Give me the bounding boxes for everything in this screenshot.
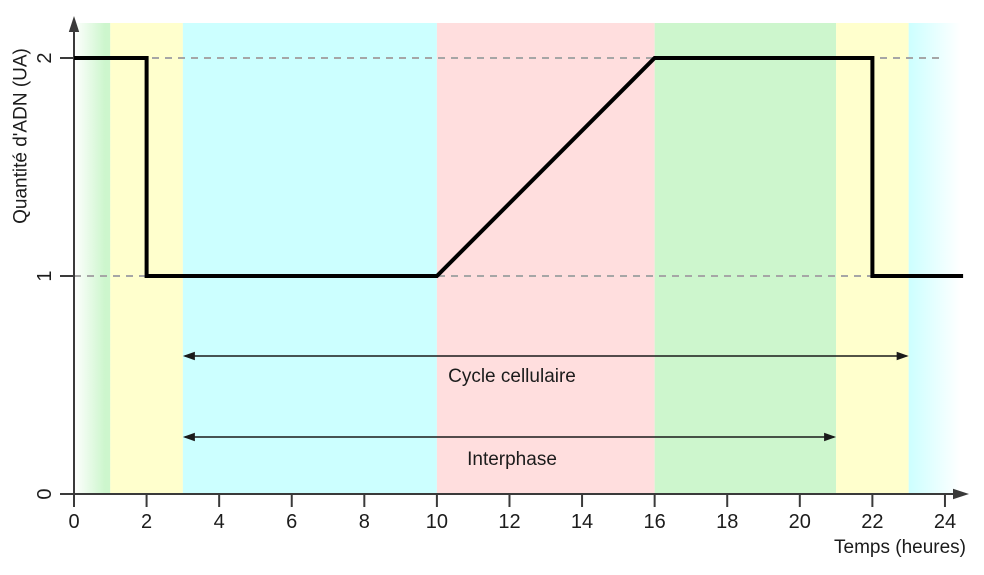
y-tick-label: 0 xyxy=(34,488,56,499)
x-tick-label: 0 xyxy=(68,511,79,533)
phase-band xyxy=(908,23,964,494)
x-tick-label: 8 xyxy=(359,511,370,533)
phase-band xyxy=(182,23,437,494)
x-tick-label: 22 xyxy=(861,511,883,533)
arrow-left-head-icon xyxy=(182,432,195,442)
phase-band xyxy=(74,23,111,494)
y-axis-arrowhead-icon xyxy=(68,16,80,32)
y-axis-title: Quantité d'ADN (UA) xyxy=(11,48,32,224)
arrow-right-head-icon xyxy=(824,432,837,442)
x-axis-arrowhead-icon xyxy=(953,488,969,500)
x-tick-label: 12 xyxy=(498,511,520,533)
x-tick-label: 2 xyxy=(141,511,152,533)
x-tick-label: 16 xyxy=(644,511,666,533)
annotation-label: Interphase xyxy=(467,449,557,470)
x-tick-label: 10 xyxy=(426,511,448,533)
annotation-label: Cycle cellulaire xyxy=(448,366,576,387)
phase-band xyxy=(654,23,837,494)
x-tick-label: 6 xyxy=(286,511,297,533)
x-tick-label: 20 xyxy=(789,511,811,533)
x-tick-label: 4 xyxy=(214,511,225,533)
annotations: Cycle cellulaire Interphase xyxy=(182,351,909,470)
y-tick-label: 2 xyxy=(34,52,56,63)
y-tick-label: 1 xyxy=(34,270,56,281)
x-tick-label: 24 xyxy=(934,511,956,533)
axes xyxy=(68,16,969,500)
dna-curve-path xyxy=(74,56,964,278)
dna-quantity-curve xyxy=(74,56,964,278)
arrow-left-head-icon xyxy=(182,351,195,361)
phase-bands xyxy=(74,23,964,494)
arrow-right-head-icon xyxy=(896,351,909,361)
x-tick-label: 18 xyxy=(716,511,738,533)
x-tick-label: 14 xyxy=(571,511,593,533)
phase-band xyxy=(436,23,655,494)
x-axis-title: Temps (heures) xyxy=(834,537,966,558)
